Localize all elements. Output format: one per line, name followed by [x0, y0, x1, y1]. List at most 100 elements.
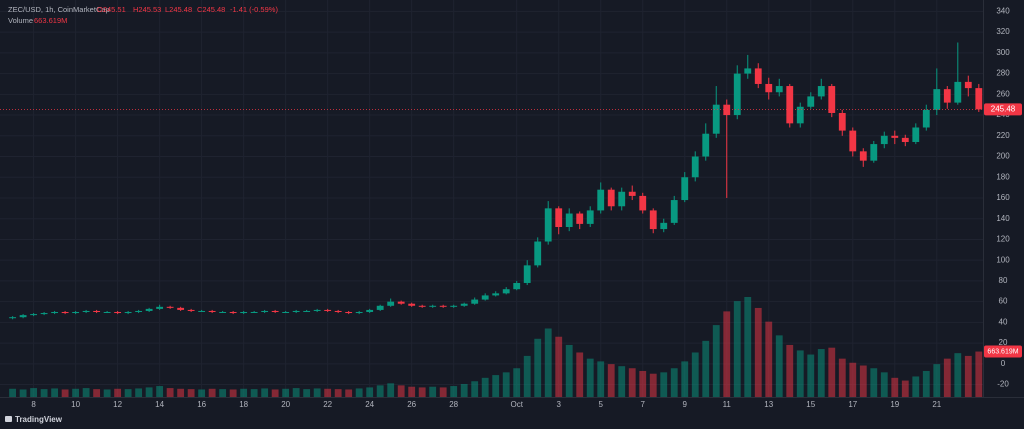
candle-body [786, 86, 794, 124]
x-tick-label: 15 [806, 400, 815, 409]
volume-bar [649, 373, 657, 397]
x-tick-label: 11 [723, 400, 732, 409]
volume-bar [660, 372, 668, 397]
volume-bar [19, 389, 27, 397]
volume-bar [72, 388, 80, 397]
candle-body [366, 309, 374, 313]
volume-bar [607, 364, 615, 397]
volume-bar [817, 349, 825, 397]
candle-body [817, 86, 825, 97]
candle-body [618, 191, 626, 207]
candle-body [492, 293, 500, 296]
volume-bar [838, 358, 846, 397]
y-tick-label: 200 [996, 152, 1010, 161]
volume-bar [103, 389, 111, 397]
volume-bar [219, 389, 227, 397]
candle-body [145, 308, 153, 311]
volume-bar [387, 383, 395, 397]
volume-bar [975, 351, 983, 397]
candle-body [166, 306, 174, 308]
y-tick-label: 340 [996, 7, 1010, 16]
candle-body [912, 127, 920, 143]
brand-name: TradingView [15, 415, 63, 424]
candle-body [334, 310, 342, 313]
volume-bar [954, 353, 962, 397]
candle-body [471, 299, 479, 304]
x-tick-label: 19 [890, 400, 899, 409]
candle-body [40, 313, 48, 315]
candle-body [19, 315, 27, 318]
candle-body [460, 303, 468, 306]
x-tick-label: 22 [323, 400, 332, 409]
volume-bar [859, 365, 867, 397]
candle-body [439, 305, 447, 307]
volume-value: 663.619M [34, 16, 67, 25]
brand: TradingView [5, 415, 63, 424]
candle-body [754, 68, 762, 84]
candle-body [744, 68, 752, 74]
volume-bar [156, 386, 164, 397]
volume-bar [502, 372, 510, 397]
y-tick-label: 180 [996, 172, 1010, 181]
volume-bar [639, 370, 647, 397]
candle-body [61, 312, 69, 314]
candle-body [103, 312, 111, 314]
volume-bar [40, 389, 48, 397]
volume-bar [208, 388, 216, 397]
x-tick-label: 18 [239, 400, 248, 409]
y-tick-label: 120 [996, 235, 1010, 244]
volume-bar [135, 388, 143, 397]
x-tick-label: 17 [848, 400, 857, 409]
x-tick-label: 14 [155, 400, 164, 409]
volume-bar [177, 388, 185, 397]
volume-bar [229, 389, 237, 397]
candle-body [187, 309, 195, 311]
volume-bar [198, 389, 206, 397]
candle-body [292, 310, 300, 313]
y-tick-label: 260 [996, 89, 1010, 98]
x-tick-label: 21 [932, 400, 941, 409]
y-tick-label: 80 [999, 276, 1008, 285]
y-tick-label: 40 [999, 317, 1008, 326]
candle-body [975, 88, 983, 110]
candle-body [229, 312, 237, 314]
volume-bar [901, 380, 909, 397]
candle-body [576, 213, 584, 224]
candle-body [828, 86, 836, 113]
candle-body [565, 213, 573, 228]
change: -1.41 (-0.59%) [230, 5, 278, 14]
candle-body [177, 307, 185, 310]
y-tick-label: 140 [996, 214, 1010, 223]
volume-bar [597, 361, 605, 397]
volume-bar [922, 370, 930, 397]
x-tick-label: 9 [683, 400, 688, 409]
volume-bar [261, 388, 269, 397]
volume-bar [282, 388, 290, 397]
candle-body [240, 312, 248, 314]
candle-body [481, 295, 489, 300]
volume-bar [807, 354, 815, 397]
volume-bar [166, 388, 174, 397]
last-price-tag [984, 103, 1022, 116]
volume-label: Volume [8, 16, 33, 25]
x-tick-label: 12 [113, 400, 122, 409]
volume-bar [670, 368, 678, 397]
brand-logo [5, 416, 12, 422]
volume-bar [82, 388, 90, 397]
candle-body [408, 303, 416, 306]
candle-body [114, 312, 122, 314]
candle-body [303, 310, 311, 312]
candle-body [271, 310, 279, 313]
legend: ZEC/USD, 1h, CoinMarketCap O245.51 H245.… [8, 5, 278, 25]
volume-bar [30, 388, 38, 397]
candle-body [387, 301, 395, 306]
candle-body [51, 312, 59, 314]
volume-bar [964, 355, 972, 397]
y-tick-label: 280 [996, 69, 1010, 78]
candle-body [807, 96, 815, 107]
candle-body [891, 135, 899, 138]
candle-body [765, 83, 773, 93]
volume-bar [61, 389, 69, 397]
volume-bar [114, 388, 122, 397]
volume-bar [271, 389, 279, 397]
